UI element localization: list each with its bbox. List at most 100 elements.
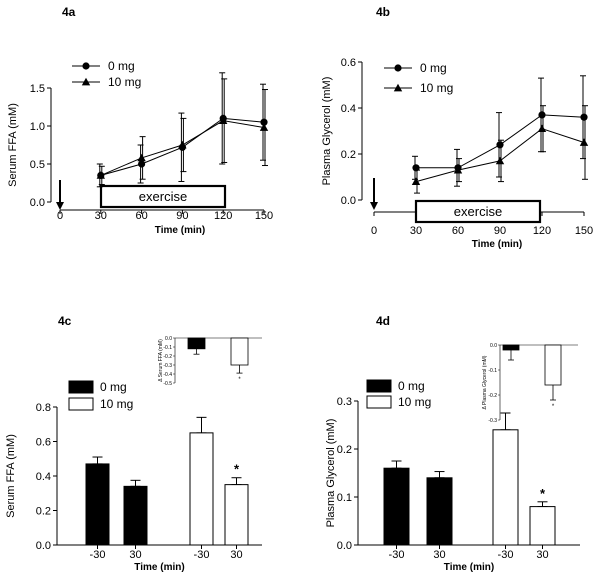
y-tick-label-4b: 0.4 xyxy=(341,103,356,115)
inset-y-tick-label-4c: -0.2 xyxy=(163,354,172,360)
y-tick-label-4c: 0.6 xyxy=(36,437,51,449)
x-tick-label-4c: -30 xyxy=(90,549,106,561)
data-point-4a-1-0 xyxy=(96,171,105,179)
legend-marker-4b-1 xyxy=(393,83,403,92)
data-point-4b-0-2 xyxy=(496,141,504,149)
legend-label-4b-0: 0 mg xyxy=(420,61,447,75)
x-axis-title-4b: Time (min) xyxy=(472,239,522,250)
bar-4d-3 xyxy=(529,506,556,546)
inset-y-tick-label-4c: 0.0 xyxy=(165,336,172,342)
panel-label-4a: 4a xyxy=(62,5,76,19)
x-tick-label-4d: 30 xyxy=(536,549,548,561)
inset-bar-4c-0 xyxy=(187,337,206,350)
y-tick-label-4a: 0.0 xyxy=(30,197,45,209)
x-tick-label-4a: 30 xyxy=(95,210,107,222)
x-tick-label-4b: 0 xyxy=(371,225,377,237)
x-tick-label-4c: 30 xyxy=(129,549,141,561)
bar-4d-2 xyxy=(492,429,519,546)
data-point-4b-1-4 xyxy=(579,138,589,146)
panel-label-4b: 4b xyxy=(376,5,390,19)
data-point-4a-0-1 xyxy=(138,160,146,168)
inset-y-tick-label-4c: -0.5 xyxy=(163,381,172,387)
inset-bar-4d-0 xyxy=(502,344,520,351)
significance-4c-3: * xyxy=(234,462,240,477)
y-tick-label-4d: 0.3 xyxy=(337,396,352,408)
bar-4c-3 xyxy=(224,484,249,546)
data-point-4a-1-4 xyxy=(259,123,269,131)
inset-y-tick-label-4d: -0.1 xyxy=(488,368,497,374)
series-line-4b-1 xyxy=(415,128,585,183)
x-tick-label-4d: 30 xyxy=(433,549,445,561)
data-point-4a-0-4 xyxy=(260,118,268,126)
x-axis-title-4c: Time (min) xyxy=(134,562,184,573)
legend-label-4b-1: 10 mg xyxy=(420,81,453,95)
y-tick-label-4d: 0.0 xyxy=(337,540,352,552)
legend-label-4d-0: 0 mg xyxy=(398,379,425,393)
y-axis-title-4a: Serum FFA (mM) xyxy=(7,103,19,187)
exercise-box-4a xyxy=(99,184,227,209)
data-point-4b-0-0 xyxy=(412,164,420,172)
x-tick-label-4a: 150 xyxy=(255,210,273,222)
inset-y-tick-label-4c: -0.4 xyxy=(163,372,172,378)
legend-swatch-4c-1 xyxy=(68,397,94,411)
y-axis-title-4c: Serum FFA (mM) xyxy=(5,434,17,518)
inset-y-tick-label-4c: -0.3 xyxy=(163,363,172,369)
data-point-4b-1-3 xyxy=(537,124,547,133)
y-tick-label-4c: 0.4 xyxy=(36,471,51,483)
bar-4c-0 xyxy=(85,463,110,546)
x-tick-label-4c: -30 xyxy=(194,549,210,561)
legend-label-4c-1: 10 mg xyxy=(100,397,133,411)
bar-4c-2 xyxy=(189,432,214,546)
data-point-4b-0-4 xyxy=(580,113,588,121)
arrow-head-4b xyxy=(370,202,378,210)
data-point-4a-1-3 xyxy=(219,116,228,125)
x-tick-label-4a: 120 xyxy=(214,210,232,222)
y-tick-label-4a: 1.5 xyxy=(30,83,45,95)
inset-bar-4d-1 xyxy=(544,344,562,386)
legend-swatch-4d-1 xyxy=(366,395,392,409)
exercise-label-4a: exercise xyxy=(139,189,187,204)
panel-label-4d: 4d xyxy=(376,314,390,328)
y-tick-label-4c: 0.2 xyxy=(36,506,51,518)
panel-label-4c: 4c xyxy=(58,314,72,328)
data-point-4b-0-3 xyxy=(538,111,546,119)
x-tick-label-4b: 150 xyxy=(575,225,593,237)
inset-y-tick-label-4d: 0.0 xyxy=(490,343,497,349)
x-axis-title-4a: Time (min) xyxy=(155,225,205,236)
x-tick-label-4a: 60 xyxy=(135,210,147,222)
bar-4c-1 xyxy=(123,485,148,546)
bar-4d-0 xyxy=(383,467,410,546)
x-tick-label-4b: 60 xyxy=(452,225,464,237)
data-point-4b-1-1 xyxy=(453,165,463,174)
x-tick-label-4a: 90 xyxy=(176,210,188,222)
legend-marker-4a-1 xyxy=(81,77,91,86)
x-tick-label-4c: 30 xyxy=(230,549,242,561)
significance-4d-3: * xyxy=(540,486,546,501)
x-tick-label-4b: 90 xyxy=(494,225,506,237)
inset-significance-4c-1: * xyxy=(238,377,241,383)
legend-marker-4a-0 xyxy=(82,62,90,70)
y-tick-label-4a: 1.0 xyxy=(30,121,45,133)
inset-significance-4d-1: * xyxy=(552,404,555,410)
y-tick-label-4d: 0.1 xyxy=(337,492,352,504)
legend-label-4a-0: 0 mg xyxy=(108,59,135,73)
inset-bar-4c-1 xyxy=(230,337,249,366)
legend-label-4d-1: 10 mg xyxy=(398,395,431,409)
x-tick-label-4d: -30 xyxy=(498,549,514,561)
inset-y-tick-label-4d: -0.3 xyxy=(488,418,497,424)
data-point-4a-1-1 xyxy=(137,153,146,162)
arrow-head-4a xyxy=(56,202,64,210)
bar-4d-1 xyxy=(426,477,453,546)
x-tick-label-4a: 0 xyxy=(57,210,63,222)
inset-y-axis-title-4d: Δ Plasma Glycerol (mM) xyxy=(482,355,488,409)
legend-label-4c-0: 0 mg xyxy=(100,380,127,394)
legend-label-4a-1: 10 mg xyxy=(108,75,141,89)
y-tick-label-4a: 0.5 xyxy=(30,159,45,171)
y-axis-title-4d: Plasma Glycerol (mM) xyxy=(325,419,337,528)
y-tick-label-4c: 0.8 xyxy=(36,402,51,414)
data-point-4b-1-2 xyxy=(495,156,505,165)
legend-swatch-4d-0 xyxy=(366,379,392,393)
exercise-label-4b: exercise xyxy=(454,204,502,219)
x-tick-label-4b: 120 xyxy=(533,225,551,237)
